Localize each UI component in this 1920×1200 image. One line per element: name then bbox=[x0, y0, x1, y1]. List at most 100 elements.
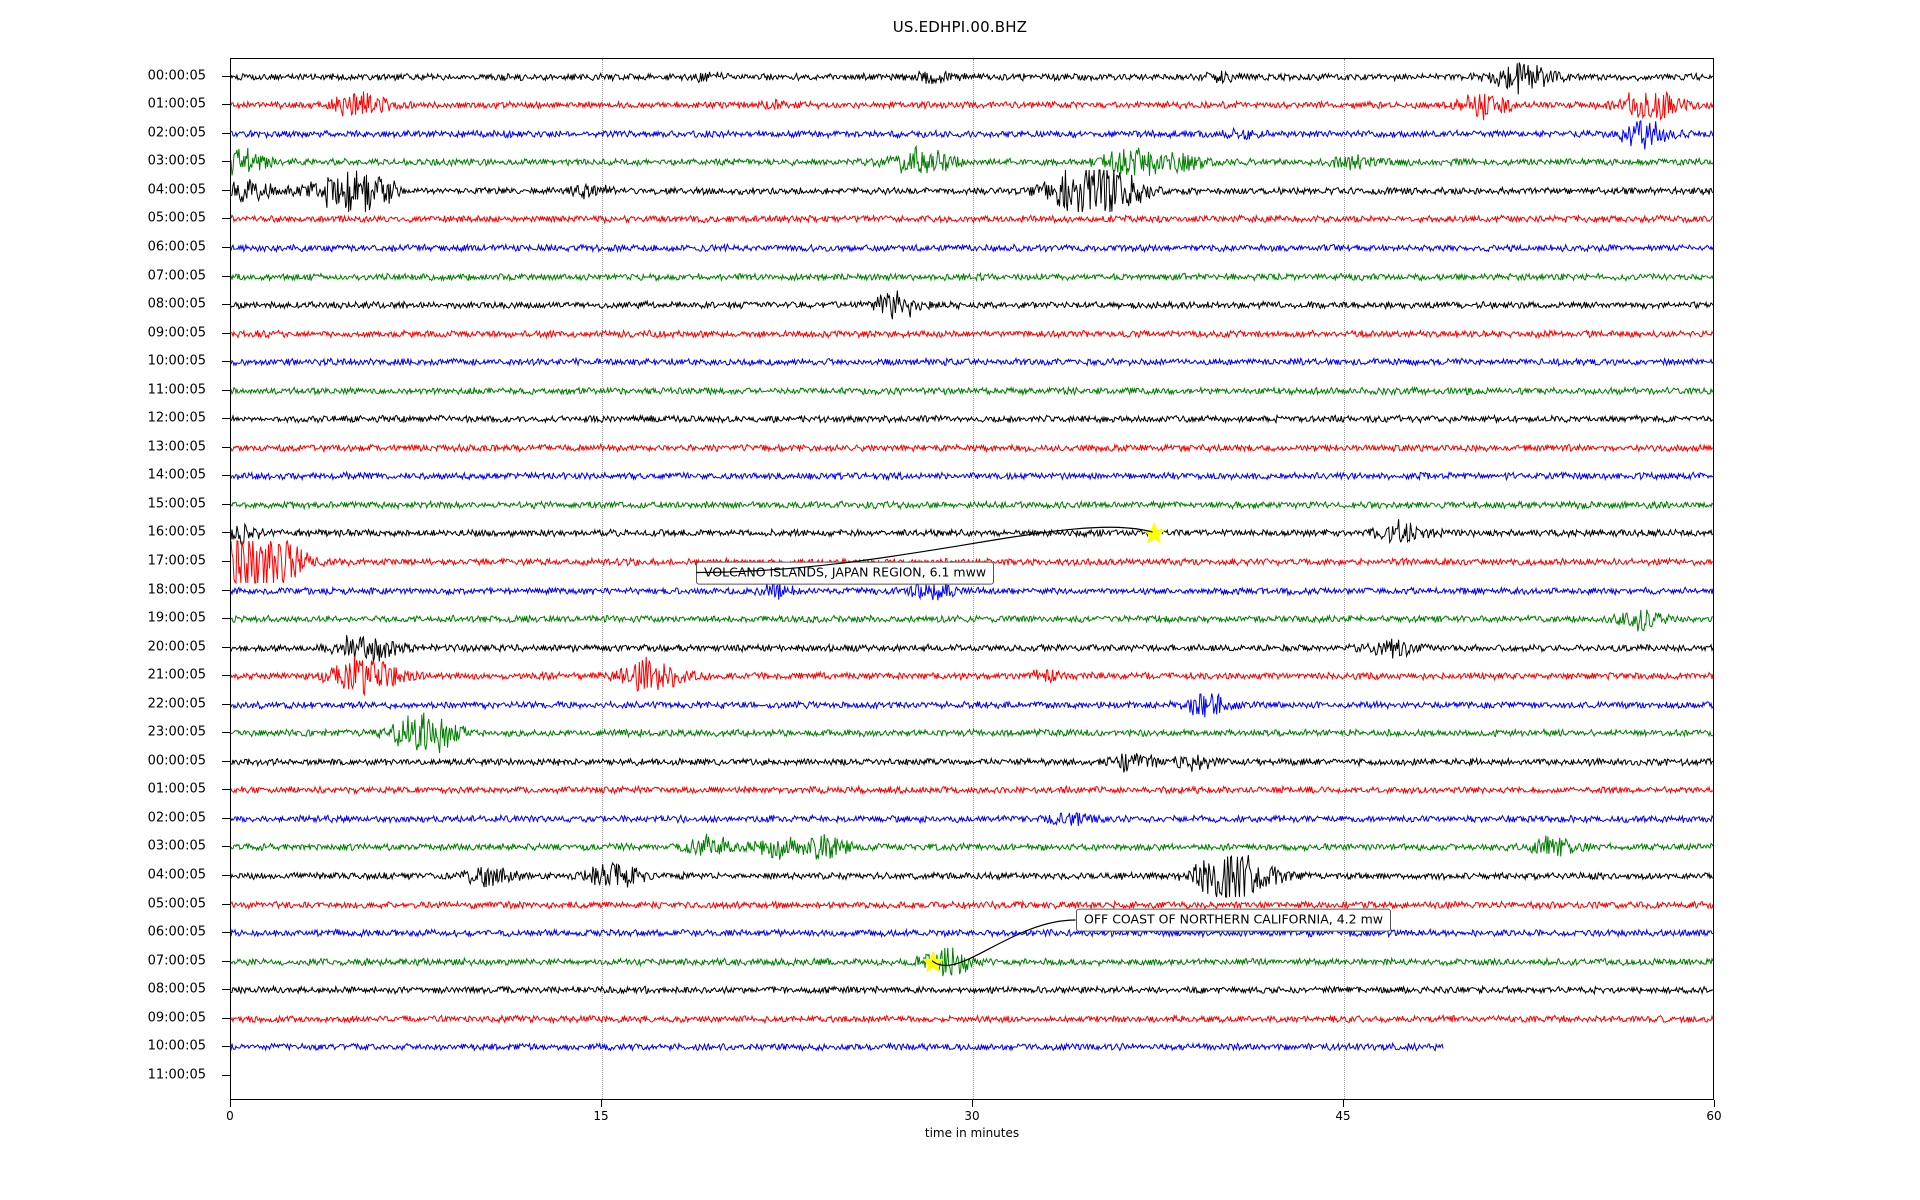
x-tick-mark bbox=[230, 1100, 231, 1107]
y-tick-mark bbox=[222, 475, 230, 477]
seismic-trace bbox=[231, 369, 1713, 413]
grid-line-15 bbox=[602, 59, 603, 1099]
seismic-trace bbox=[231, 569, 1713, 613]
y-tick-label: 16:00:05 bbox=[147, 524, 206, 540]
y-tick-mark bbox=[222, 789, 230, 791]
seismic-trace bbox=[231, 968, 1713, 1012]
y-tick-label: 07:00:05 bbox=[147, 953, 206, 969]
y-tick-label: 18:00:05 bbox=[147, 582, 206, 598]
y-tick-label: 08:00:05 bbox=[147, 981, 206, 997]
event-label-box[interactable]: VOLCANO ISLANDS, JAPAN REGION, 6.1 mww bbox=[696, 561, 995, 585]
y-tick-mark bbox=[222, 446, 230, 448]
y-tick-label: 21:00:05 bbox=[147, 667, 206, 683]
y-tick-label: 01:00:05 bbox=[147, 781, 206, 797]
seismic-trace bbox=[231, 140, 1713, 184]
y-tick-label: 04:00:05 bbox=[147, 867, 206, 883]
y-tick-mark bbox=[222, 1046, 230, 1048]
grid-line-45 bbox=[1344, 59, 1345, 1099]
y-tick-mark bbox=[222, 903, 230, 905]
x-tick-label: 45 bbox=[1335, 1109, 1351, 1123]
y-tick-label: 09:00:05 bbox=[147, 325, 206, 341]
x-tick-label: 15 bbox=[593, 1109, 609, 1123]
y-tick-label: 00:00:05 bbox=[147, 68, 206, 84]
y-tick-mark bbox=[222, 189, 230, 191]
y-tick-label: 10:00:05 bbox=[147, 1038, 206, 1054]
seismic-trace bbox=[231, 825, 1713, 869]
y-tick-mark bbox=[222, 732, 230, 734]
seismic-trace bbox=[231, 483, 1713, 527]
seismic-trace bbox=[231, 768, 1713, 812]
y-tick-label: 01:00:05 bbox=[147, 96, 206, 112]
x-tick-label: 30 bbox=[964, 1109, 980, 1123]
y-tick-mark bbox=[222, 75, 230, 77]
y-tick-label: 00:00:05 bbox=[147, 753, 206, 769]
y-tick-mark bbox=[222, 703, 230, 705]
y-tick-mark bbox=[222, 875, 230, 877]
y-tick-label: 03:00:05 bbox=[147, 838, 206, 854]
y-tick-label: 11:00:05 bbox=[147, 382, 206, 398]
seismic-trace bbox=[231, 1025, 1713, 1069]
x-tick-label: 0 bbox=[226, 1109, 234, 1123]
seismic-trace bbox=[231, 883, 1713, 927]
event-label-box[interactable]: OFF COAST OF NORTHERN CALIFORNIA, 4.2 mw bbox=[1076, 908, 1391, 932]
seismic-trace bbox=[231, 426, 1713, 470]
y-tick-label: 22:00:05 bbox=[147, 696, 206, 712]
y-tick-label: 02:00:05 bbox=[147, 125, 206, 141]
x-tick-mark bbox=[972, 1100, 973, 1107]
y-tick-label: 19:00:05 bbox=[147, 610, 206, 626]
y-tick-mark bbox=[222, 503, 230, 505]
y-tick-mark bbox=[222, 161, 230, 163]
seismic-trace bbox=[231, 397, 1713, 441]
y-tick-mark bbox=[222, 218, 230, 220]
page-title: US.EDHPI.00.BHZ bbox=[892, 18, 1028, 36]
seismic-trace bbox=[231, 83, 1713, 127]
y-tick-label: 12:00:05 bbox=[147, 410, 206, 426]
y-tick-label: 20:00:05 bbox=[147, 639, 206, 655]
seismic-trace bbox=[231, 197, 1713, 241]
y-tick-mark bbox=[222, 1017, 230, 1019]
y-tick-mark bbox=[222, 932, 230, 934]
y-tick-mark bbox=[222, 361, 230, 363]
x-tick-mark bbox=[1343, 1100, 1344, 1107]
y-tick-mark bbox=[222, 246, 230, 248]
y-tick-label: 15:00:05 bbox=[147, 496, 206, 512]
x-axis-ticks: 0 15 30 45 60 bbox=[226, 1100, 1722, 1140]
seismic-trace bbox=[231, 340, 1713, 384]
seismic-trace bbox=[231, 226, 1713, 270]
y-tick-label: 17:00:05 bbox=[147, 553, 206, 569]
y-tick-mark bbox=[222, 589, 230, 591]
y-tick-mark bbox=[222, 675, 230, 677]
y-axis-tick-labels: 00:00:05 01:00:05 02:00:05 03:00:05 04:00:05… bbox=[110, 58, 220, 1100]
y-tick-mark bbox=[222, 989, 230, 991]
seismic-trace bbox=[231, 283, 1713, 327]
y-tick-label: 10:00:05 bbox=[147, 353, 206, 369]
y-tick-label: 02:00:05 bbox=[147, 810, 206, 826]
seismic-trace bbox=[231, 454, 1713, 498]
y-tick-label: 11:00:05 bbox=[147, 1067, 206, 1083]
y-tick-mark bbox=[222, 760, 230, 762]
seismic-trace bbox=[231, 255, 1713, 299]
seismic-trace bbox=[231, 854, 1713, 898]
y-tick-label: 04:00:05 bbox=[147, 182, 206, 198]
x-tick-mark bbox=[1714, 1100, 1715, 1107]
seismic-trace bbox=[231, 797, 1713, 841]
y-tick-mark bbox=[222, 332, 230, 334]
seismic-trace bbox=[231, 711, 1713, 755]
y-tick-label: 06:00:05 bbox=[147, 239, 206, 255]
y-tick-mark bbox=[222, 532, 230, 534]
y-tick-mark bbox=[222, 132, 230, 134]
y-tick-mark bbox=[222, 817, 230, 819]
y-tick-mark bbox=[222, 646, 230, 648]
y-tick-mark bbox=[222, 389, 230, 391]
y-tick-mark bbox=[222, 618, 230, 620]
seismic-trace bbox=[231, 312, 1713, 356]
y-tick-mark bbox=[222, 104, 230, 106]
x-tick-label: 60 bbox=[1706, 1109, 1722, 1123]
seismic-trace bbox=[231, 169, 1713, 213]
seismic-trace bbox=[231, 597, 1713, 641]
seismic-trace bbox=[231, 997, 1713, 1041]
seismic-trace bbox=[231, 626, 1713, 670]
y-tick-label: 13:00:05 bbox=[147, 439, 206, 455]
y-tick-label: 05:00:05 bbox=[147, 210, 206, 226]
